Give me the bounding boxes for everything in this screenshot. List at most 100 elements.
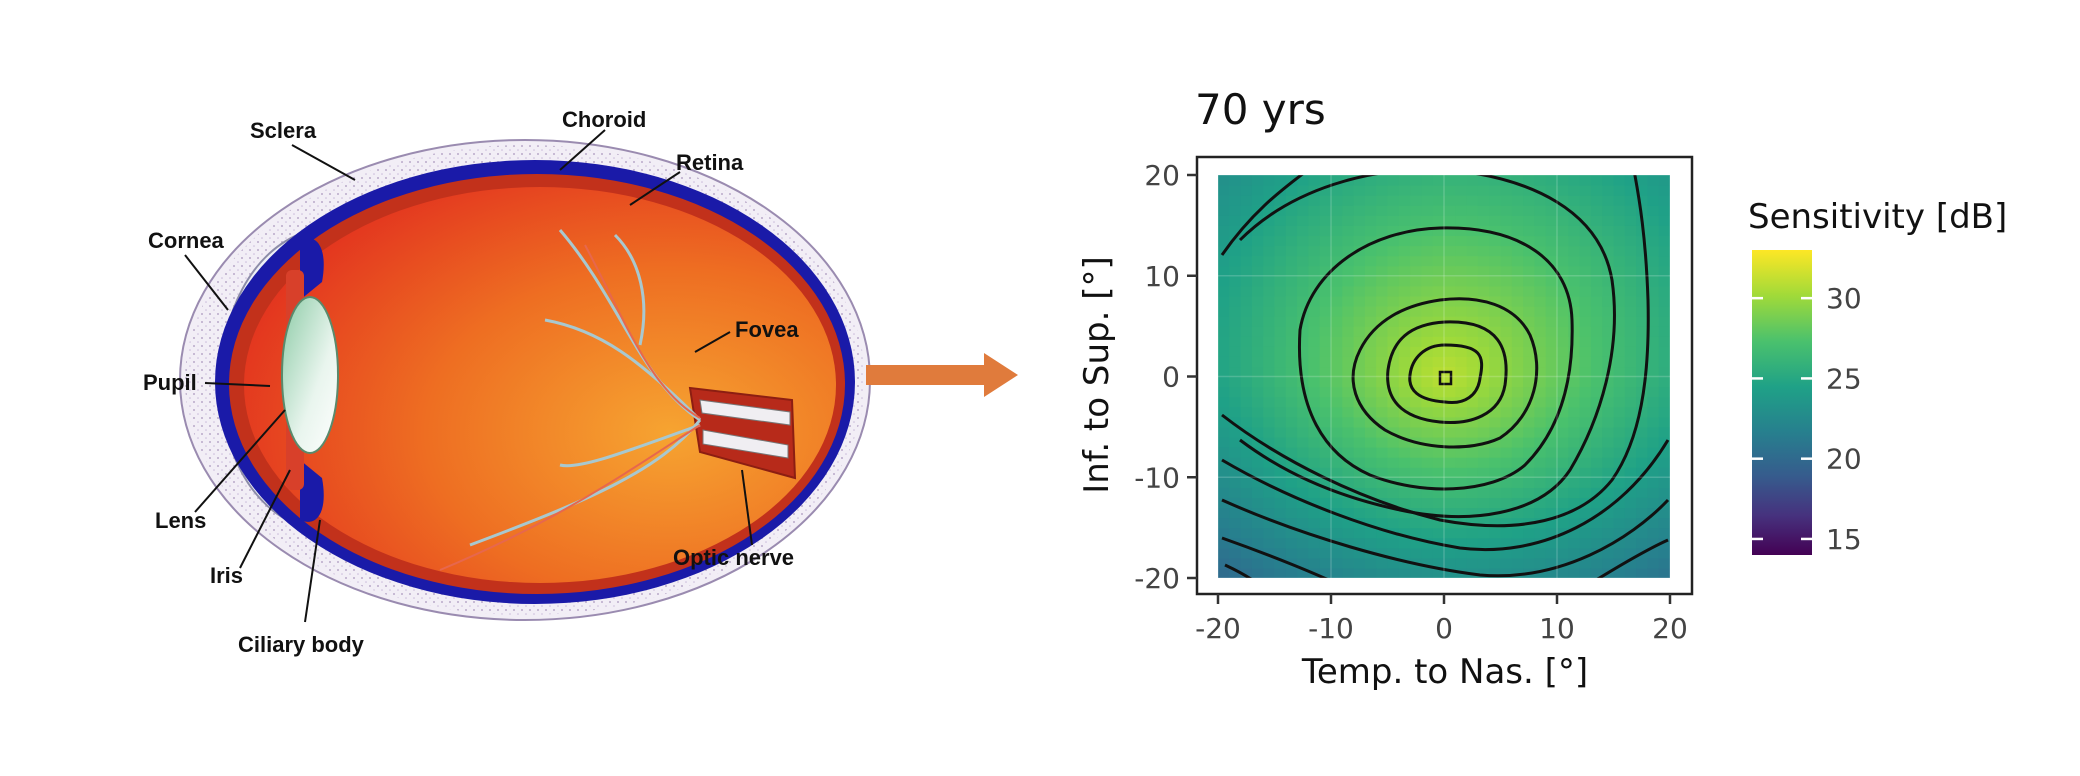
heat-cell bbox=[1477, 265, 1490, 277]
heat-cell bbox=[1432, 215, 1445, 226]
heat-cell bbox=[1636, 275, 1648, 287]
heat-cell bbox=[1477, 416, 1490, 428]
heat-cell bbox=[1466, 356, 1479, 368]
heat-cell bbox=[1511, 305, 1524, 317]
heat-cell bbox=[1602, 175, 1615, 186]
heat-cell bbox=[1489, 235, 1502, 247]
heat-cell bbox=[1466, 457, 1479, 468]
heat-cell bbox=[1624, 235, 1637, 247]
heat-cell bbox=[1466, 547, 1479, 559]
heat-cell bbox=[1455, 326, 1468, 337]
heat-cell bbox=[1534, 557, 1547, 569]
heat-cell bbox=[1466, 477, 1479, 488]
heat-cell bbox=[1331, 285, 1343, 297]
heat-cell bbox=[1579, 235, 1592, 247]
heat-cell bbox=[1602, 467, 1615, 478]
heat-cell bbox=[1511, 175, 1524, 186]
heat-cell bbox=[1523, 507, 1535, 519]
heat-cell bbox=[1658, 185, 1670, 196]
heat-cell bbox=[1579, 265, 1592, 277]
heat-cell bbox=[1297, 467, 1309, 478]
heat-cell bbox=[1466, 487, 1479, 498]
heat-cell bbox=[1613, 447, 1626, 458]
heat-cell bbox=[1353, 447, 1366, 458]
heat-cell bbox=[1647, 416, 1660, 428]
heat-cell bbox=[1432, 356, 1445, 368]
heat-cell bbox=[1218, 497, 1230, 509]
heat-cell bbox=[1647, 537, 1660, 549]
heat-cell bbox=[1636, 376, 1648, 388]
heat-cell bbox=[1218, 215, 1230, 226]
heat-cell bbox=[1658, 326, 1670, 337]
heat-cell bbox=[1477, 567, 1490, 578]
heat-cell bbox=[1579, 386, 1592, 398]
heat-cell bbox=[1308, 507, 1321, 519]
heat-cell bbox=[1523, 255, 1535, 267]
heat-cell bbox=[1624, 265, 1637, 277]
heat-cell bbox=[1240, 295, 1253, 307]
heat-cell bbox=[1579, 356, 1592, 368]
label-optic-nerve: Optic nerve bbox=[673, 545, 794, 570]
heat-cell bbox=[1240, 336, 1253, 347]
heat-cell bbox=[1658, 477, 1670, 488]
heat-cell bbox=[1240, 356, 1253, 368]
heat-cell bbox=[1523, 537, 1535, 549]
heat-cell bbox=[1636, 255, 1648, 267]
heat-cell bbox=[1579, 447, 1592, 458]
heat-cell bbox=[1251, 557, 1264, 569]
heat-cell bbox=[1557, 497, 1569, 509]
heat-cell bbox=[1432, 426, 1445, 438]
heat-cell bbox=[1240, 326, 1253, 337]
heat-cell bbox=[1557, 195, 1569, 206]
heat-cell bbox=[1545, 527, 1558, 539]
heat-cell bbox=[1590, 185, 1603, 196]
heat-cell bbox=[1218, 396, 1230, 408]
heat-cell bbox=[1229, 185, 1242, 196]
heat-cell bbox=[1511, 386, 1524, 398]
heat-cell bbox=[1274, 497, 1287, 509]
heat-cell bbox=[1455, 195, 1468, 206]
heat-cell bbox=[1523, 275, 1535, 287]
heat-cell bbox=[1477, 537, 1490, 549]
heat-cell bbox=[1353, 527, 1366, 539]
heat-cell bbox=[1410, 255, 1422, 267]
heat-cell bbox=[1421, 175, 1434, 186]
heat-cell bbox=[1647, 356, 1660, 368]
heat-cell bbox=[1590, 255, 1603, 267]
heat-cell bbox=[1353, 507, 1366, 519]
heat-cell bbox=[1376, 275, 1389, 287]
heat-cell bbox=[1444, 215, 1456, 226]
heat-cell bbox=[1568, 205, 1581, 216]
heat-cell bbox=[1444, 185, 1456, 196]
heat-cell bbox=[1545, 316, 1558, 327]
heat-cell bbox=[1613, 235, 1626, 247]
heat-cell bbox=[1613, 457, 1626, 468]
heat-cell bbox=[1568, 175, 1581, 186]
heat-cell bbox=[1602, 225, 1615, 237]
heat-cell bbox=[1444, 547, 1456, 559]
heat-cell bbox=[1353, 426, 1366, 438]
heat-cell bbox=[1624, 507, 1637, 519]
heat-cell bbox=[1523, 477, 1535, 488]
heat-cell bbox=[1353, 477, 1366, 488]
heat-cell bbox=[1477, 275, 1490, 287]
heat-cell bbox=[1308, 497, 1321, 509]
heat-cell bbox=[1545, 487, 1558, 498]
heat-cell bbox=[1557, 285, 1569, 297]
heat-cell bbox=[1319, 416, 1332, 428]
heat-cell bbox=[1444, 295, 1456, 307]
heat-cell bbox=[1387, 396, 1400, 408]
heat-cell bbox=[1342, 477, 1355, 488]
heat-cell bbox=[1251, 547, 1264, 559]
heat-cell bbox=[1297, 175, 1309, 186]
heat-cell bbox=[1545, 447, 1558, 458]
heat-cell bbox=[1523, 245, 1535, 257]
heat-cell bbox=[1658, 356, 1670, 368]
heat-cell bbox=[1297, 225, 1309, 237]
heat-cell bbox=[1398, 447, 1411, 458]
heat-cell bbox=[1218, 547, 1230, 559]
heat-cell bbox=[1545, 185, 1558, 196]
heat-cell bbox=[1489, 396, 1502, 408]
heat-cell bbox=[1285, 386, 1298, 398]
heat-cell bbox=[1636, 195, 1648, 206]
